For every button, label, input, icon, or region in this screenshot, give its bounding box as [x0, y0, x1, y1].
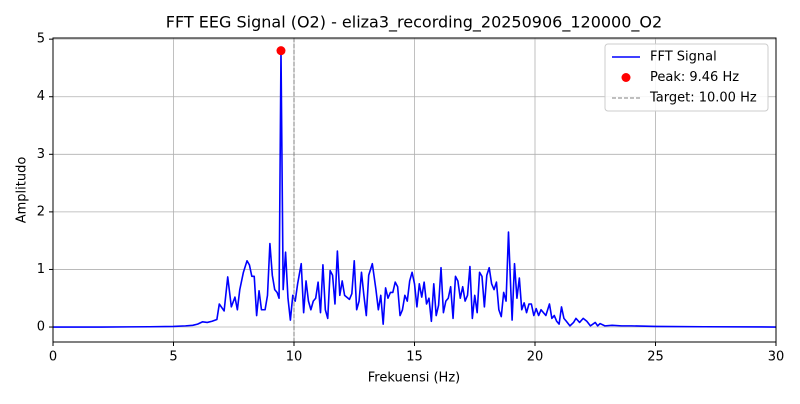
legend-label: FFT Signal [650, 50, 717, 65]
y-tick-label: 5 [37, 32, 45, 47]
peak-marker [276, 46, 286, 56]
x-axis-label: Frekuensi (Hz) [368, 371, 460, 386]
x-tick-label: 5 [169, 350, 177, 365]
legend-label: Peak: 9.46 Hz [650, 70, 739, 85]
chart-title: FFT EEG Signal (O2) - eliza3_recording_2… [166, 13, 662, 33]
fft-line [53, 49, 777, 328]
y-tick-label: 1 [37, 262, 45, 277]
x-tick-label: 20 [527, 350, 544, 365]
x-tick-label: 0 [49, 350, 57, 365]
x-tick-label: 30 [768, 350, 785, 365]
x-tick-label: 25 [647, 350, 664, 365]
y-tick-label: 0 [37, 320, 45, 335]
plot-frame [52, 37, 777, 343]
y-tick-label: 4 [37, 89, 45, 104]
legend-dot [621, 73, 631, 82]
x-tick-label: 15 [406, 350, 423, 365]
legend-label: Target: 10.00 Hz [649, 91, 757, 106]
y-tick-label: 3 [37, 147, 45, 162]
y-axis-label: Amplitudo [15, 157, 30, 224]
legend-box [604, 43, 769, 112]
y-tick-label: 2 [37, 204, 45, 219]
x-tick-label: 10 [286, 350, 303, 365]
